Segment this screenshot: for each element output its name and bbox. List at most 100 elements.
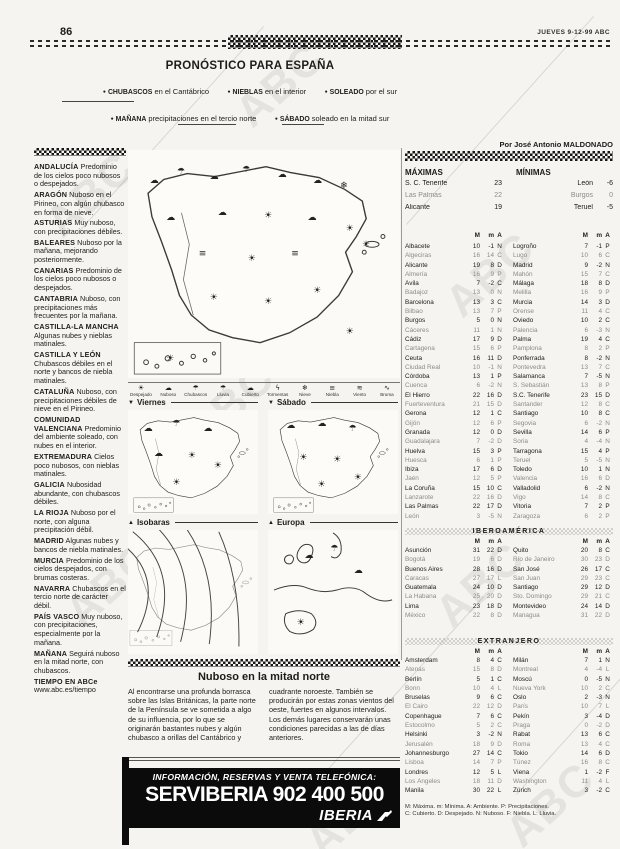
article-ornament [128,659,400,667]
city-cell: Madrid [513,261,533,269]
table-row: Johannesburgo 27 14 C Tokio 14 6 D [405,750,613,759]
city-cell: Oviedo [513,317,534,325]
value-cell: 12 [472,419,480,427]
city-cell: Londres [405,768,429,776]
value-cell: P [605,503,610,511]
city-cell: Sevilla [513,428,532,436]
weather-icon: ☁ [149,176,159,187]
table-row: Amsterdam 8 4 C Milán 7 1 N [405,657,613,666]
legend-item: ϟ Tormentas [266,384,289,397]
regional-item: EXTREMADURA Cielos poco nubosos, con nie… [34,451,120,479]
value-cell: C [605,401,610,409]
table-row: Bruselas 9 6 C Oslo 2 -3 N [405,694,613,703]
value-cell: 15 [580,447,588,455]
table-row: Ceuta 16 11 D Ponferrada 8 -2 N [405,355,613,364]
city-cell: Milán [513,657,529,664]
value-cell: C [497,722,502,730]
value-cell: 6 [598,428,602,436]
value-cell: A [605,648,610,655]
table-footnote: M: Máxima. m: Mínima. A: Ambiente. P: Pr… [405,804,613,818]
city-cell: Ávila [405,280,419,288]
regional-item: CANARIAS Predominio de los cielos poco n… [34,265,122,293]
city-cell: Huesca [405,456,427,464]
value-cell: -4 [596,712,602,720]
value-cell: 16 [472,252,480,260]
legend-item: ☁ Cubierto [241,384,259,397]
city-cell: París [513,703,528,711]
value-cell: 4 [490,684,494,692]
value-cell: 4 [598,308,602,316]
value-cell: C [497,280,502,288]
value-cell: 31 [472,547,480,554]
city-cell: S.C. Tenerife [513,391,550,399]
underline-mark [178,124,236,125]
underline-mark [282,124,324,125]
city-cell: Bonn [405,684,420,692]
value-cell: P [605,243,610,250]
value-cell: 4 [598,447,602,455]
article-body: Al encontrarse una profunda borrasca sob… [128,687,400,742]
section-ornament [405,151,613,161]
regional-item: ASTURIAS Muy nuboso, con precipitaciones… [34,218,123,236]
table-row: Jerusalén 18 9 D Roma 13 4 C [405,741,613,750]
city-cell: Vitoria [513,503,531,511]
value-cell: 31 [580,612,588,620]
value-cell: D [605,712,610,720]
city-cell: La Habana [405,593,437,601]
city-cell: Helsinki [405,731,428,739]
value-cell: 23 [580,391,588,399]
table-row: Algeciras 16 14 C Lugo 10 6 C [405,252,613,261]
city-cell: Washington [513,777,547,785]
weather-icon: ☁ [154,448,163,459]
city-cell: Málaga [513,280,534,288]
value-cell: 15 [472,666,480,674]
value-cell: 10 [580,410,588,418]
weather-icon: ☁ [286,421,296,432]
value-cell: 10 [580,703,588,711]
value-cell: D [497,466,502,474]
table-row: Burgos 5 0 N Oviedo 10 2 C [405,317,613,326]
value-cell: 3 [490,298,494,306]
forecast-bullet: ● SOLEADO por el sur [324,87,398,96]
legend-weather-icon: ☂ [219,384,227,392]
city-cell: Las Palmas [405,503,439,511]
value-cell: D [497,503,502,511]
value-cell: 18 [580,280,588,288]
value-cell: 24 [472,584,480,592]
sabado-map: ☁ ☁ ☂ ☀ ☀ ☀ ☀ [268,410,398,514]
value-cell: 22 [486,787,494,795]
value-cell: 11 [581,777,588,785]
legend-item: ☀ Despejado [130,384,152,397]
value-cell: M [474,232,480,239]
city-cell: Soria [513,438,528,446]
value-cell: 16 [472,354,480,362]
value-cell: 14 [580,494,588,502]
value-cell: D [497,584,502,592]
city-cell: Burgos [405,317,426,325]
table-row: Bonn 10 4 L Nueva York 10 2 C [405,685,613,694]
value-cell: N [497,382,502,390]
value-cell: 27 [472,574,480,582]
value-cell: 9 [476,694,480,702]
city-cell: Ceuta [405,354,423,362]
value-cell: 4 [598,740,602,748]
value-cell: -5 [488,512,494,520]
value-cell: N [497,317,502,325]
city-cell: Buenos Aires [405,565,443,573]
value-cell: N [497,731,502,739]
table-row: Fuerteventura 21 15 D Santander 12 8 C [405,401,613,410]
city-cell: Sto. Domingo [513,593,552,601]
value-cell: León [577,180,593,187]
value-cell: -4 [596,666,602,674]
value-cell: 6 [490,712,494,720]
value-cell: -2 [596,722,602,730]
regional-item: CANTABRIA Nuboso, con precipitaciones má… [34,293,121,321]
table-row: Atenas 15 8 D Montreal 4 -4 L [405,666,613,675]
city-cell: Logroño [513,243,537,250]
regional-item: CASTILLA-LA MANCHA Algunas nubes y niebl… [34,321,119,349]
table-row: Berlín 5 1 C Moscú 0 -5 N [405,676,613,685]
forecast-header: PRONÓSTICO PARA ESPAÑA ● CHUBASCOS en el … [30,60,470,126]
value-cell: P [497,447,502,455]
city-cell: Oslo [513,694,527,702]
